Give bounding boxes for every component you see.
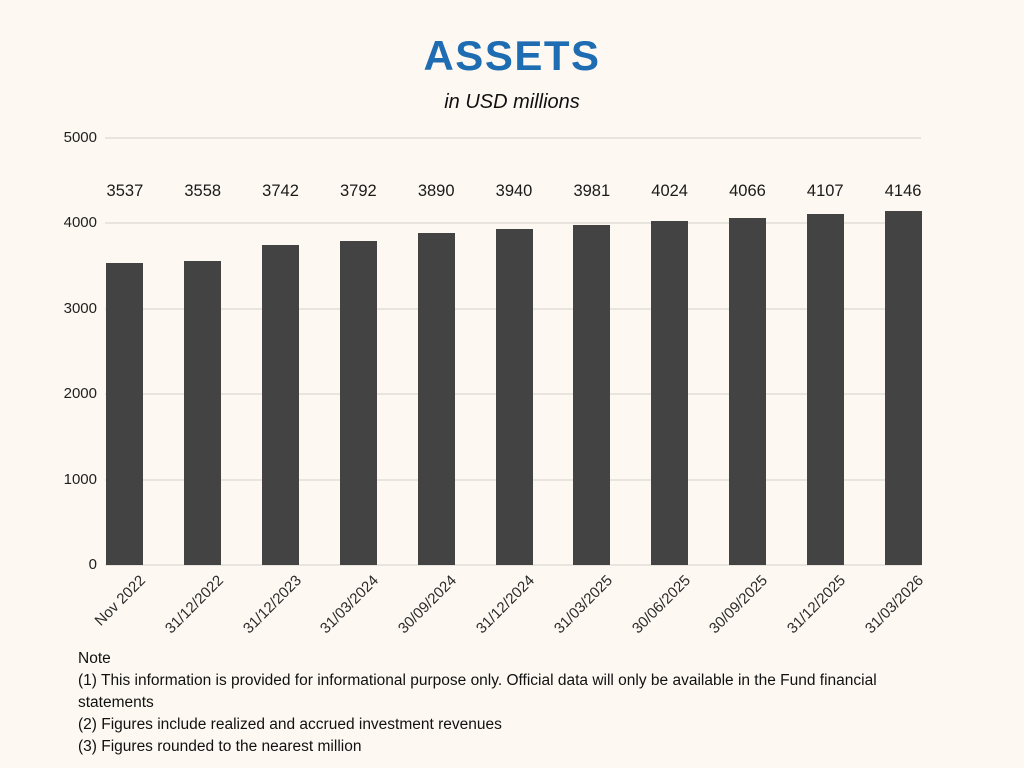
chart-title: ASSETS [423, 32, 601, 79]
bar-31/03/2024 [339, 241, 377, 565]
chart-subtitle: in USD millions [444, 91, 580, 113]
bar-31/12/2025 [806, 214, 844, 565]
note-block: Note (1) This information is provided fo… [78, 648, 920, 758]
gridline-5000 [105, 137, 921, 139]
note-heading: Note [78, 650, 111, 667]
note-line-2: (2) Figures include realized and accrued… [78, 716, 502, 733]
bar-value-label-3890: 3890 [417, 182, 455, 200]
bar-value-label-3792: 3792 [340, 182, 377, 200]
y-tick-label-4000: 4000 [63, 214, 97, 232]
bar-value-label-4146: 4146 [884, 182, 922, 200]
bar-value-label-3940: 3940 [495, 182, 533, 200]
bar-value-label-4066: 4066 [729, 182, 766, 200]
bar-31/12/2024 [495, 228, 533, 565]
y-tick-label-1000: 1000 [63, 470, 97, 488]
bar-value-label-4024: 4024 [651, 182, 688, 200]
bar-31/12/2023 [262, 245, 300, 565]
gridline-4000 [105, 222, 921, 225]
y-tick-label-2000: 2000 [63, 385, 97, 403]
bar-value-label-3537: 3537 [106, 182, 144, 200]
bar-31/03/2025 [573, 225, 611, 565]
bar-31/12/2022 [184, 261, 222, 565]
bar-value-label-3558: 3558 [184, 182, 222, 200]
note-line-1: (1) This information is provided for inf… [78, 672, 877, 711]
bar-31/03/2026 [884, 210, 922, 565]
bar-value-label-3742: 3742 [262, 182, 299, 200]
bar-30/09/2025 [728, 217, 766, 565]
bar-value-label-3981: 3981 [573, 182, 611, 200]
bar-Nov 2022 [106, 262, 144, 565]
y-tick-label-5000: 5000 [63, 129, 97, 146]
y-tick-label-0: 0 [88, 556, 97, 573]
bar-value-label-4107: 4107 [806, 182, 844, 200]
note-line-3: (3) Figures rounded to the nearest milli… [78, 738, 362, 755]
bar-30/06/2025 [651, 221, 689, 565]
gridline-0 [105, 564, 921, 566]
bar-30/09/2024 [417, 232, 455, 565]
y-tick-label-3000: 3000 [63, 299, 97, 317]
